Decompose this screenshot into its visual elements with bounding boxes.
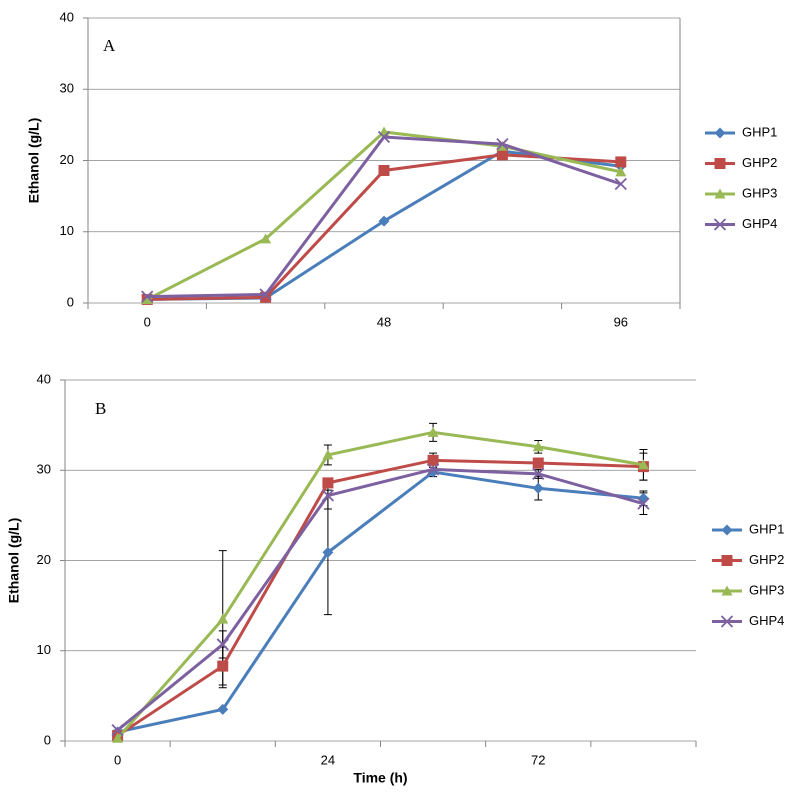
marker [427, 426, 439, 437]
legend-marker [714, 127, 726, 139]
marker [378, 215, 390, 227]
marker [637, 497, 650, 510]
marker [112, 732, 124, 743]
x-tick-label: 0 [144, 314, 151, 329]
marker [217, 660, 229, 672]
legend-marker [721, 585, 733, 596]
x-tick-label: 96 [614, 314, 628, 329]
marker [532, 441, 544, 452]
x-tick-label: 72 [531, 752, 545, 767]
legend-label: GHP1 [742, 124, 777, 139]
legend-marker [713, 218, 727, 231]
marker [532, 467, 545, 480]
marker [321, 489, 335, 502]
legend-label: GHP1 [749, 521, 784, 536]
marker [322, 477, 334, 489]
y-tick-label: 0 [44, 732, 51, 747]
y-tick-label: 40 [37, 371, 51, 386]
legend-label: GHP2 [749, 552, 784, 567]
annotation: A [103, 36, 116, 55]
annotation: B [95, 399, 106, 418]
y-tick-label: 0 [67, 294, 74, 309]
y-tick-label: 40 [60, 9, 74, 24]
marker [496, 140, 508, 151]
marker [637, 459, 649, 470]
legend-marker [721, 555, 733, 566]
x-axis-label: Time (h) [353, 770, 407, 786]
y-tick-label: 30 [37, 462, 51, 477]
marker [217, 703, 229, 715]
marker [216, 638, 229, 651]
marker [427, 454, 439, 466]
x-tick-label: 48 [377, 314, 391, 329]
marker [260, 291, 272, 303]
y-axis-label: Ethanol (g/L) [6, 518, 22, 604]
series-line [116, 430, 644, 740]
marker [532, 457, 544, 469]
y-tick-label: 30 [60, 81, 74, 96]
marker [377, 130, 391, 144]
marker [496, 137, 509, 151]
marker [217, 613, 229, 624]
marker [141, 290, 154, 303]
marker [532, 482, 544, 494]
series-line [116, 467, 644, 732]
marker [615, 156, 627, 168]
x-tick-label: 0 [114, 752, 121, 767]
marker [111, 724, 124, 737]
marker [322, 449, 334, 460]
marker [496, 149, 508, 161]
legend-label: GHP3 [742, 185, 777, 200]
marker [259, 288, 272, 301]
y-tick-label: 10 [37, 642, 51, 657]
marker [141, 293, 153, 304]
series-line [117, 470, 644, 734]
marker [426, 463, 440, 476]
marker [322, 546, 334, 558]
x-tick-label: 24 [321, 752, 335, 767]
y-tick-label: 20 [60, 152, 74, 167]
legend-marker [721, 524, 733, 536]
marker [614, 177, 627, 191]
series-line [147, 153, 621, 301]
legend-label: GHP3 [749, 582, 784, 597]
marker [615, 166, 627, 177]
series-line [116, 458, 644, 737]
legend-marker [714, 188, 726, 199]
marker [378, 164, 390, 176]
y-axis-label: Ethanol (g/L) [26, 118, 42, 204]
marker [260, 233, 272, 244]
legend-label: GHP4 [749, 613, 784, 628]
y-tick-label: 20 [37, 552, 51, 567]
legend-label: GHP2 [742, 155, 777, 170]
legend-marker [714, 158, 726, 169]
legend-marker [720, 615, 734, 628]
legend-label: GHP4 [742, 216, 777, 231]
y-tick-label: 10 [60, 223, 74, 238]
